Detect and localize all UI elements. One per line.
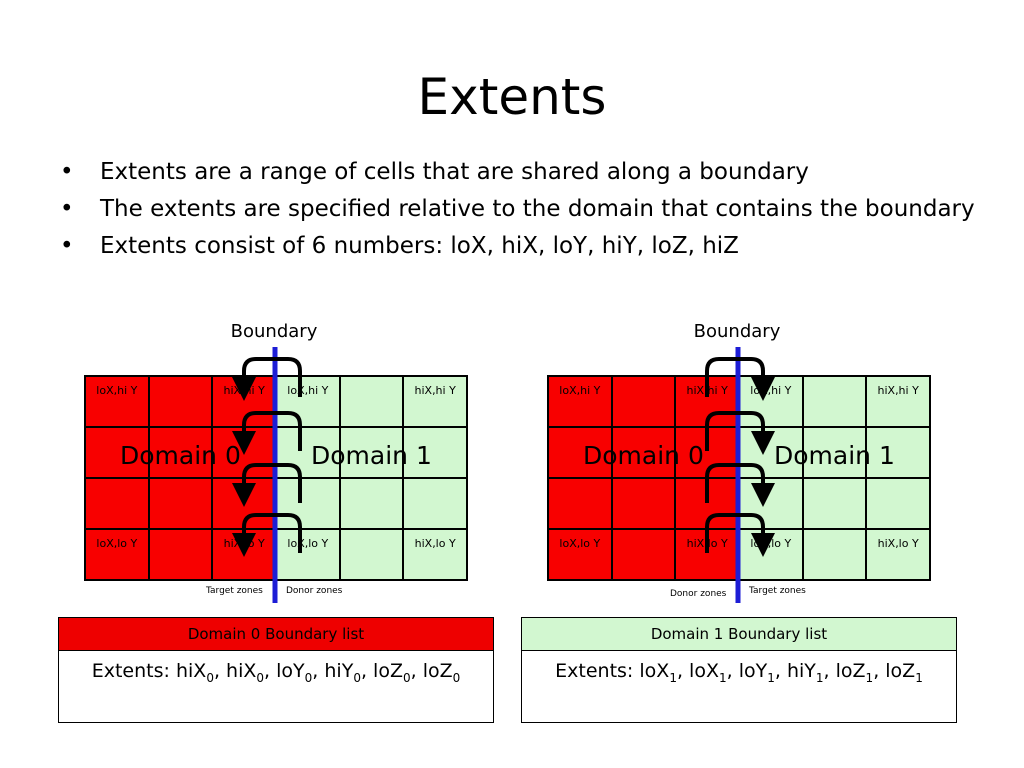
grid-cell: loX,lo Y xyxy=(548,529,612,580)
extent-term: hiY1 xyxy=(786,660,824,685)
grid-cell xyxy=(403,427,467,478)
grid-cell: hiX,hi Y xyxy=(866,376,930,427)
grid-cell xyxy=(403,478,467,529)
extent-term: loZ0 xyxy=(422,660,461,685)
grid-cell xyxy=(148,427,213,478)
grid-cell xyxy=(802,376,867,427)
grid-cell: hiX,lo Y xyxy=(212,529,276,580)
extents-text: Extents: hiX0, hiX0, loY0, hiY0, loZ0, l… xyxy=(91,660,461,685)
extent-term: loZ1 xyxy=(885,660,923,685)
domain-1-boundary-list: Domain 1 Boundary list Extents: loX1, lo… xyxy=(521,617,957,723)
grid-cell: loX,lo Y xyxy=(739,529,803,580)
grid-cell xyxy=(611,376,676,427)
slide-title: Extents xyxy=(417,68,607,126)
grid-cell: hiX,lo Y xyxy=(675,529,739,580)
grid-cell xyxy=(611,529,676,580)
grid-cell: loX,hi Y xyxy=(739,376,803,427)
grid-cell xyxy=(148,478,213,529)
extent-term: loX1 xyxy=(689,660,727,685)
grid-cell: loX,hi Y xyxy=(548,376,612,427)
grid-cell: hiX,lo Y xyxy=(866,529,930,580)
extent-term: loX1 xyxy=(639,660,677,685)
extent-term: hiX0 xyxy=(226,660,265,685)
extent-term: loY1 xyxy=(738,660,775,685)
extents-prefix: Extents: xyxy=(555,660,640,682)
domain-1-label: Domain 1 xyxy=(774,441,895,470)
grid-cell: loX,lo Y xyxy=(85,529,149,580)
diagram-target-donor: Boundary loX,hi Y hiX,hi Y loX,hi Y hiX,… xyxy=(84,315,468,610)
grid-cell xyxy=(802,478,867,529)
domain-0-boundary-list: Domain 0 Boundary list Extents: hiX0, hi… xyxy=(58,617,494,723)
grid-cell xyxy=(339,529,404,580)
list-header: Domain 1 Boundary list xyxy=(522,618,956,651)
diagram-donor-target: Boundary loX,hi Y hiX,hi Y loX,hi Y hiX,… xyxy=(547,315,931,610)
grid-cell xyxy=(802,427,867,478)
grid-cell xyxy=(339,376,404,427)
cell-grid: loX,hi Y hiX,hi Y loX,hi Y hiX,hi Y loX,… xyxy=(84,375,468,581)
grid-cell: loX,hi Y xyxy=(85,376,149,427)
domain-1-label: Domain 1 xyxy=(311,441,432,470)
donor-zones-label: Donor zones xyxy=(286,586,343,596)
extents-text: Extents: loX1, loX1, loY1, hiY1, loZ1, l… xyxy=(555,660,923,685)
grid-cell: hiX,lo Y xyxy=(403,529,467,580)
grid-cell xyxy=(276,478,340,529)
extents-prefix: Extents: xyxy=(91,660,176,682)
cell-grid: loX,hi Y hiX,hi Y loX,hi Y hiX,hi Y loX,… xyxy=(547,375,931,581)
extent-term: loZ1 xyxy=(835,660,874,685)
boundary-label: Boundary xyxy=(693,321,781,342)
grid-cell: loX,hi Y xyxy=(276,376,340,427)
grid-cell xyxy=(675,478,739,529)
bullet-item: Extents consist of 6 numbers: loX, hiX, … xyxy=(60,232,980,261)
grid-cell xyxy=(85,427,149,478)
extent-term: hiY0 xyxy=(324,660,361,685)
bullet-item: The extents are specified relative to th… xyxy=(60,195,980,224)
target-zones-label: Target zones xyxy=(206,586,263,596)
grid-cell xyxy=(339,427,404,478)
grid-cell: loX,lo Y xyxy=(276,529,340,580)
donor-zones-label: Donor zones xyxy=(670,589,727,599)
grid-cell: hiX,hi Y xyxy=(403,376,467,427)
bullet-list: Extents are a range of cells that are sh… xyxy=(60,158,980,269)
grid-cell xyxy=(148,376,213,427)
grid-cell xyxy=(212,478,276,529)
list-header: Domain 0 Boundary list xyxy=(59,618,493,651)
grid-cell xyxy=(866,427,930,478)
grid-cell xyxy=(548,478,612,529)
extent-term: hiX0 xyxy=(175,660,214,685)
boundary-label: Boundary xyxy=(230,321,318,342)
grid-cell xyxy=(739,478,803,529)
grid-cell xyxy=(866,478,930,529)
grid-cell xyxy=(611,478,676,529)
grid-cell xyxy=(548,427,612,478)
bullet-item: Extents are a range of cells that are sh… xyxy=(60,158,980,187)
grid-cell xyxy=(611,427,676,478)
extent-term: loY0 xyxy=(276,660,313,685)
grid-cell xyxy=(148,529,213,580)
grid-cell xyxy=(85,478,149,529)
grid-cell: hiX,hi Y xyxy=(675,376,739,427)
domain-0-label: Domain 0 xyxy=(583,441,704,470)
grid-cell: hiX,hi Y xyxy=(212,376,276,427)
target-zones-label: Target zones xyxy=(749,586,806,596)
extent-term: loZ0 xyxy=(373,660,411,685)
domain-0-label: Domain 0 xyxy=(120,441,241,470)
grid-cell xyxy=(339,478,404,529)
grid-cell xyxy=(802,529,867,580)
